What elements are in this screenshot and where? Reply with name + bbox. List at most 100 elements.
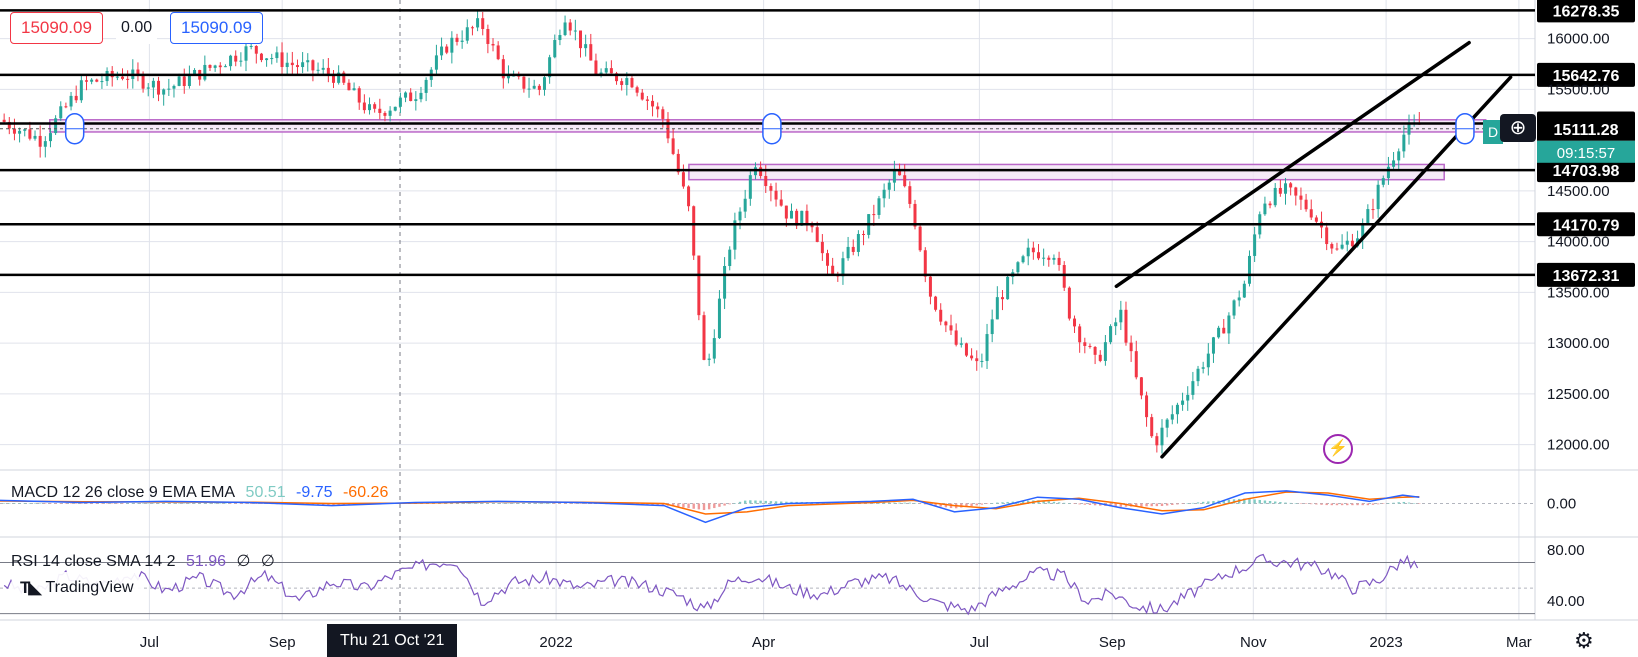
macd-histogram-bar xyxy=(1135,503,1138,507)
candle-body xyxy=(100,81,104,83)
macd-histogram-bar xyxy=(1063,502,1066,504)
candle-body xyxy=(563,22,567,36)
macd-histogram-bar xyxy=(1258,499,1261,504)
candle-body xyxy=(373,104,377,109)
candle-body xyxy=(218,65,222,68)
candle-body xyxy=(1314,217,1318,222)
candle-body xyxy=(465,27,469,41)
candle-body xyxy=(121,76,125,79)
rsi-legend[interactable]: RSI 14 close SMA 14 2 51.96 ∅ ∅ xyxy=(11,551,281,571)
candle-body xyxy=(862,233,866,235)
macd-histogram-bar xyxy=(23,503,26,504)
macd-histogram-bar xyxy=(18,503,21,504)
price-axis-tick-label: 12000.00 xyxy=(1547,437,1610,454)
macd-histogram-bar xyxy=(1351,503,1354,506)
macd-histogram-bar xyxy=(1279,502,1282,504)
bid-price-box[interactable]: 15090.09 xyxy=(10,12,103,44)
level-label-bg xyxy=(1537,262,1635,287)
candle-body xyxy=(506,75,510,79)
macd-histogram-bar xyxy=(255,503,258,504)
candle-body xyxy=(486,28,490,44)
candle-body xyxy=(805,210,809,225)
macd-histogram-bar xyxy=(764,500,767,504)
candle-body xyxy=(38,135,42,147)
macd-histogram-bar xyxy=(1191,502,1195,504)
price-axis-tick-label: 16000.00 xyxy=(1547,31,1610,48)
support-resistance-zone xyxy=(688,163,1445,181)
candle-body xyxy=(1016,262,1020,273)
macd-histogram-bar xyxy=(502,503,505,504)
candle-body xyxy=(388,110,392,116)
macd-histogram-bar xyxy=(1001,502,1004,504)
candle-body xyxy=(851,246,855,252)
candles-layer xyxy=(2,11,1421,454)
candle-body xyxy=(162,89,166,95)
candle-body xyxy=(723,266,727,299)
candle-body xyxy=(882,189,886,199)
macd-histogram-bar xyxy=(1160,503,1164,507)
macd-histogram-bar xyxy=(121,503,124,504)
macd-histogram-bar xyxy=(913,502,917,504)
macd-histogram-bar xyxy=(1047,501,1050,504)
macd-histogram-bar xyxy=(213,503,217,504)
candle-body xyxy=(527,88,531,90)
candle-body xyxy=(1062,265,1066,288)
rsi-legend-extra1: ∅ xyxy=(236,553,251,570)
candle-body xyxy=(1186,394,1190,401)
macd-histogram-bar xyxy=(769,501,773,504)
macd-histogram-bar xyxy=(702,503,706,511)
ask-price-box[interactable]: 15090.09 xyxy=(170,12,263,44)
time-axis-tick-label: Mar xyxy=(1506,634,1532,651)
macd-legend-title: MACD 12 26 close 9 EMA EMA xyxy=(11,484,236,501)
candle-body xyxy=(831,265,835,276)
macd-histogram-bar xyxy=(13,503,16,504)
rsi-legend-extra2: ∅ xyxy=(260,553,275,570)
current-price-label: 15111.28 xyxy=(1554,122,1619,139)
candle-body xyxy=(1397,151,1401,161)
tradingview-logo[interactable]: T◣ TradingView xyxy=(10,572,144,604)
macd-histogram-bar xyxy=(1376,503,1380,505)
candle-body xyxy=(841,258,845,277)
macd-histogram-bar xyxy=(1356,503,1359,506)
gear-icon[interactable]: ⚙ xyxy=(1574,628,1594,653)
macd-legend[interactable]: MACD 12 26 close 9 EMA EMA 50.51 -9.75 -… xyxy=(11,484,394,502)
candle-body xyxy=(1299,195,1303,200)
macd-histogram-bar xyxy=(975,503,978,506)
candle-body xyxy=(259,53,263,61)
macd-histogram-bar xyxy=(136,503,140,504)
macd-histogram-bar xyxy=(1093,503,1097,506)
countdown-label: 09:15:57 xyxy=(1557,145,1615,162)
candle-body xyxy=(1047,257,1051,260)
candle-body xyxy=(820,241,824,254)
price-axis-tick-label: 13000.00 xyxy=(1547,335,1610,352)
candle-body xyxy=(455,37,459,42)
candle-body xyxy=(182,76,186,87)
crosshair-plus-icon[interactable]: ⊕ xyxy=(1500,114,1536,142)
candle-body xyxy=(1242,283,1246,298)
candle-body xyxy=(681,172,685,187)
macd-histogram-bar xyxy=(1320,503,1323,505)
level-label: 16278.35 xyxy=(1553,3,1620,20)
candle-body xyxy=(229,55,233,67)
macd-histogram-bar xyxy=(532,503,536,504)
candle-body xyxy=(980,360,984,362)
macd-histogram-bar xyxy=(1196,502,1200,504)
timeframe-tag: D xyxy=(1483,120,1503,144)
candle-body xyxy=(1237,297,1241,301)
countdown-label-bg xyxy=(1537,140,1635,163)
candle-body xyxy=(193,69,197,76)
candle-body xyxy=(589,44,593,61)
candle-body xyxy=(254,45,258,54)
macd-histogram-bar xyxy=(1310,503,1313,505)
macd-histogram-bar xyxy=(543,503,546,504)
macd-histogram-bar xyxy=(1150,503,1153,507)
candle-body xyxy=(187,75,191,87)
macd-histogram-bar xyxy=(1397,502,1400,504)
lightning-icon[interactable]: ⚡ xyxy=(1323,434,1353,464)
macd-histogram-bar xyxy=(90,503,93,504)
candle-body xyxy=(12,128,16,134)
candle-body xyxy=(270,58,274,60)
macd-histogram-bar xyxy=(939,503,942,507)
